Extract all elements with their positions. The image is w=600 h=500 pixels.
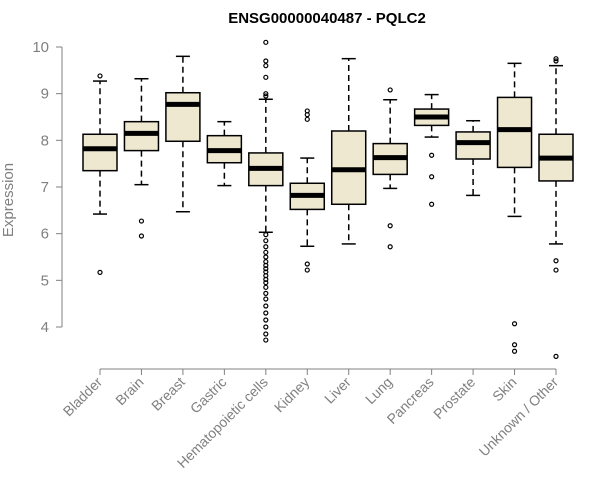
outlier-point	[263, 303, 269, 309]
y-tick-label: 9	[41, 86, 49, 103]
y-tick-label: 4	[41, 319, 49, 336]
box-kidney	[289, 108, 326, 273]
outlier-point	[263, 324, 269, 330]
x-tick-label: Bladder	[60, 374, 106, 420]
outlier-point	[263, 93, 269, 99]
outlier-point	[511, 342, 518, 348]
box-iqr	[123, 120, 160, 152]
outlier-point	[304, 112, 310, 118]
outlier-point	[263, 39, 269, 45]
box-brain	[123, 77, 160, 239]
x-tick-label: Skin	[489, 374, 520, 405]
y-tick-label: 8	[41, 132, 49, 149]
outlier-point	[263, 276, 269, 282]
outlier-point	[263, 244, 269, 250]
outlier-point	[263, 63, 269, 69]
y-tick-label: 5	[41, 272, 49, 289]
box-iqr	[82, 133, 118, 172]
outlier-point	[263, 254, 269, 260]
x-tick-label: Lung	[362, 374, 395, 407]
outlier-point	[429, 201, 435, 207]
outlier-point	[511, 321, 518, 327]
outlier-point	[263, 310, 269, 316]
outlier-point	[263, 296, 269, 302]
x-tick-label: Breast	[148, 374, 188, 414]
box-lung	[372, 87, 408, 250]
outlier-point	[263, 262, 269, 268]
box-prostate	[455, 119, 491, 197]
outlier-point	[553, 58, 559, 64]
outlier-point	[263, 58, 269, 64]
box-liver	[330, 57, 367, 245]
box-iqr	[165, 91, 201, 143]
outlier-point	[263, 266, 269, 272]
box-hematopoietic-cells	[248, 39, 284, 343]
outlier-point	[553, 353, 559, 359]
y-tick-label: 7	[41, 179, 49, 196]
outlier-point	[97, 269, 103, 275]
outlier-point	[263, 74, 269, 80]
box-unknown-other	[538, 56, 574, 359]
outlier-point	[263, 337, 269, 343]
outlier-point	[387, 244, 393, 250]
outlier-point	[304, 267, 310, 273]
chart-title: ENSG00000040487 - PQLC2	[228, 10, 426, 27]
outlier-point	[387, 87, 393, 93]
outlier-point	[263, 290, 269, 296]
y-tick-label: 6	[41, 226, 49, 243]
outlier-point	[553, 56, 559, 62]
box-pancreas	[413, 93, 450, 207]
y-axis: 4 5 6 7 8 9 10	[32, 39, 63, 336]
outlier-point	[263, 232, 269, 238]
outlier-point	[138, 218, 145, 224]
x-tick-label: Prostate	[430, 374, 478, 422]
y-axis-label: Expression	[0, 163, 17, 237]
outlier-point	[511, 348, 518, 354]
outlier-point	[263, 331, 269, 337]
x-tick-label: Kidney	[271, 374, 313, 416]
x-tick-label: Liver	[321, 374, 354, 407]
box-series	[82, 39, 574, 359]
box-gastric	[206, 120, 243, 187]
box-breast	[165, 55, 201, 213]
outlier-point	[263, 238, 269, 244]
outlier-point	[263, 91, 269, 97]
x-tick-label: Unknown / Other	[476, 374, 562, 460]
outlier-point	[263, 317, 269, 323]
outlier-point	[263, 284, 269, 290]
box-bladder	[82, 73, 118, 275]
box-iqr	[496, 96, 533, 169]
outlier-point	[387, 223, 393, 229]
outlier-point	[553, 267, 559, 273]
outlier-point	[553, 258, 559, 264]
y-tick-label: 10	[32, 39, 49, 56]
outlier-point	[263, 249, 269, 255]
outlier-point	[263, 280, 269, 286]
outlier-point	[97, 73, 103, 79]
outlier-point	[429, 174, 435, 180]
outlier-point	[138, 233, 145, 239]
outlier-point	[304, 261, 310, 267]
box-iqr	[455, 131, 491, 160]
outlier-point	[304, 116, 310, 122]
x-tick-label: Brain	[112, 374, 146, 408]
box-skin	[496, 62, 533, 354]
outlier-point	[429, 152, 435, 158]
